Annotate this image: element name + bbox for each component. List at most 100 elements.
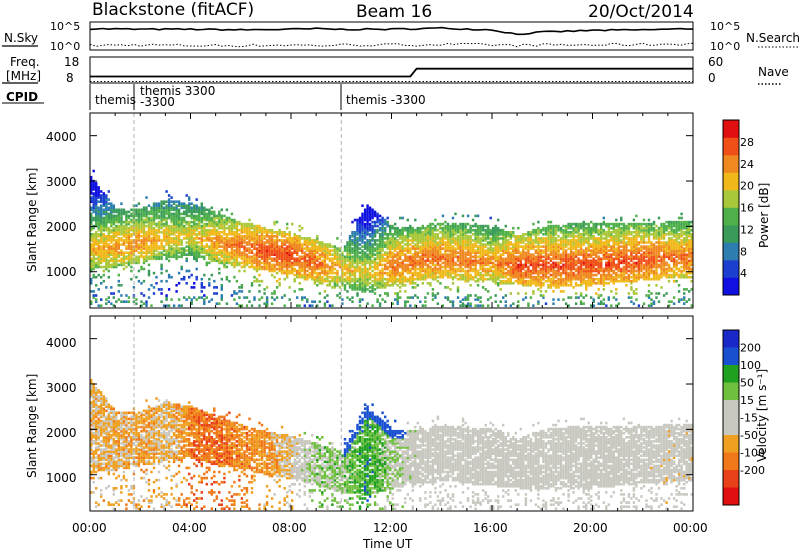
power-cell — [414, 239, 417, 242]
power-cell — [456, 286, 460, 289]
power-cell — [371, 226, 374, 230]
power-cell — [95, 200, 98, 203]
power-cell — [522, 282, 525, 285]
power-cell — [130, 218, 133, 222]
power-cell — [298, 304, 301, 307]
power-cell — [155, 210, 158, 214]
power-cell — [378, 222, 382, 226]
power-cell — [361, 220, 364, 224]
power-cell — [92, 255, 95, 259]
power-cell — [260, 226, 264, 230]
power-cell — [152, 210, 156, 214]
power-cell — [547, 220, 550, 224]
power-cell — [507, 253, 510, 256]
power-cell — [459, 267, 462, 271]
power-cell — [363, 216, 367, 220]
power-cell — [215, 241, 218, 244]
power-cell — [409, 304, 412, 307]
power-cell — [157, 257, 161, 261]
power-cell — [293, 251, 296, 254]
power-cell — [456, 231, 460, 234]
power-cell — [296, 257, 299, 261]
power-cell — [160, 220, 163, 224]
power-cell — [539, 279, 543, 283]
power-cell — [381, 241, 384, 244]
power-cell — [539, 245, 543, 248]
power-cell — [288, 255, 291, 259]
power-cell — [90, 239, 93, 242]
power-cell — [303, 253, 306, 256]
power-cell — [492, 247, 495, 250]
power-cell — [373, 253, 377, 256]
power-cell — [361, 267, 364, 271]
power-cell — [368, 210, 372, 214]
power-cell — [399, 279, 402, 283]
power-cell — [384, 257, 387, 261]
power-cell — [436, 275, 440, 279]
power-cell — [308, 253, 311, 256]
power-cell — [275, 257, 279, 261]
power-cell — [429, 251, 432, 254]
power-cell — [293, 273, 296, 277]
power-cell — [512, 261, 515, 265]
power-cell — [321, 251, 324, 254]
power-cell — [183, 247, 186, 250]
power-cell — [105, 194, 108, 197]
power-cell — [504, 224, 507, 228]
power-cell — [389, 275, 392, 279]
power-cell — [512, 259, 515, 263]
power-cell — [343, 245, 347, 248]
power-cell — [278, 247, 281, 250]
power-cell — [235, 257, 239, 261]
power-cell — [95, 222, 98, 226]
power-cell — [127, 235, 131, 238]
power-cell — [494, 251, 497, 254]
power-cell — [517, 257, 520, 261]
power-cell — [298, 288, 301, 291]
power-cell — [547, 224, 550, 228]
power-cell — [253, 298, 256, 301]
power-cell — [137, 231, 141, 234]
power-cell — [361, 279, 364, 283]
power-cell — [102, 220, 105, 224]
power-cell — [363, 279, 367, 283]
power-cell — [318, 292, 321, 295]
power-cell — [167, 226, 171, 230]
power-cell — [258, 263, 261, 267]
power-cell — [386, 267, 389, 271]
power-cell — [268, 267, 271, 271]
power-cell — [220, 284, 223, 287]
power-cell — [368, 206, 372, 210]
power-cell — [386, 277, 389, 281]
power-cell — [147, 263, 151, 267]
power-cell — [326, 249, 329, 252]
power-cell — [549, 228, 553, 232]
power-cell — [336, 279, 339, 283]
power-cell — [278, 228, 281, 232]
power-cell — [125, 261, 128, 265]
power-cell — [449, 251, 452, 254]
power-cell — [188, 220, 191, 224]
power-cell — [193, 239, 196, 242]
power-cell — [346, 247, 349, 250]
power-cell — [539, 277, 543, 281]
power-cell — [358, 231, 362, 234]
power-cell — [449, 269, 452, 273]
power-cell — [110, 204, 113, 207]
power-cell — [270, 243, 274, 246]
power-cell — [117, 245, 120, 248]
power-cell — [140, 214, 143, 218]
power-cell — [316, 273, 319, 277]
power-cell — [130, 228, 133, 232]
power-cell — [356, 226, 359, 230]
power-cell — [230, 263, 234, 267]
power-cell — [228, 259, 231, 263]
power-cell — [205, 218, 208, 222]
power-cell — [258, 259, 261, 263]
power-cell — [150, 228, 153, 232]
power-cell — [233, 265, 236, 269]
power-cell — [130, 257, 133, 261]
power-cell — [273, 239, 276, 242]
power-cell — [323, 296, 327, 299]
power-cell — [439, 224, 442, 228]
